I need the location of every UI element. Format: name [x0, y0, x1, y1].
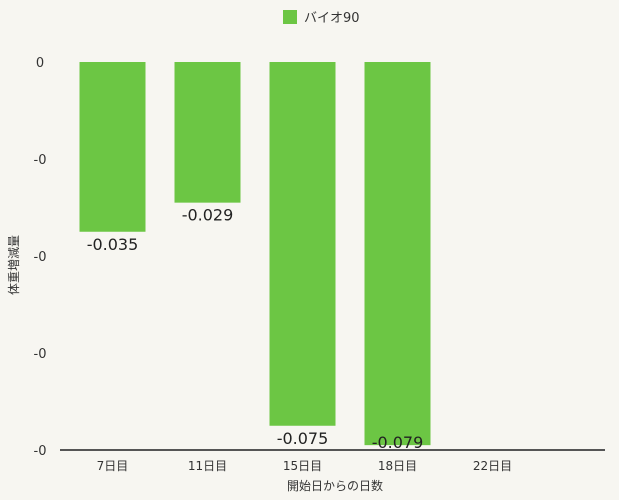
y-tick-label: -0	[34, 444, 47, 459]
legend-swatch	[283, 10, 297, 24]
y-tick-label: -0	[34, 250, 47, 265]
bars	[79, 62, 431, 446]
legend-label: バイオ90	[304, 11, 360, 26]
x-tick-label: 22日目	[473, 459, 512, 473]
bar	[269, 62, 336, 426]
y-axis-title: 体重増減量	[6, 235, 21, 295]
bar	[79, 62, 146, 232]
x-tick-label: 15日目	[283, 459, 322, 473]
data-label: -0.029	[182, 206, 234, 225]
bar	[174, 62, 241, 203]
data-label: -0.079	[372, 433, 424, 452]
y-tick-label: 0	[36, 56, 44, 71]
legend: バイオ90	[283, 10, 360, 26]
y-axis-ticks: 0 -0 -0 -0 -0	[34, 56, 47, 459]
data-label: -0.035	[87, 235, 139, 254]
data-label: -0.075	[277, 429, 329, 448]
x-tick-label: 18日目	[378, 459, 417, 473]
data-labels: -0.035 -0.029 -0.075 -0.079	[87, 206, 424, 452]
y-tick-label: -0	[34, 153, 47, 168]
y-tick-label: -0	[34, 347, 47, 362]
x-tick-label: 11日目	[188, 459, 227, 473]
x-axis-title: 開始日からの日数	[287, 478, 383, 493]
bar	[364, 62, 431, 446]
x-tick-label: 7日目	[97, 459, 129, 473]
x-axis-ticks: 7日目 11日目 15日目 18日目 22日目	[97, 459, 512, 473]
